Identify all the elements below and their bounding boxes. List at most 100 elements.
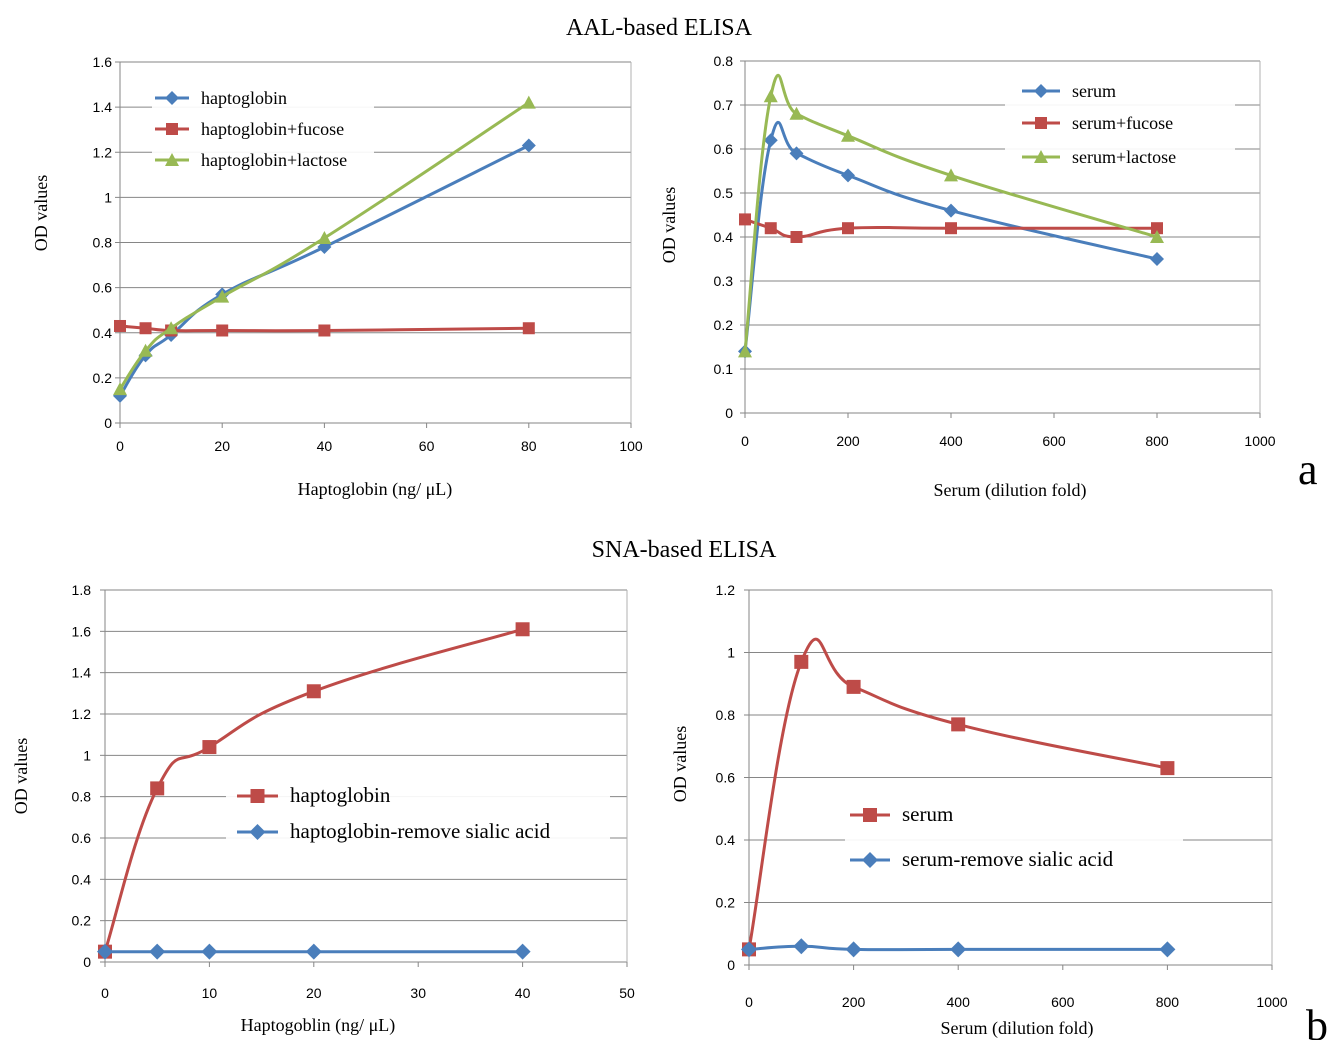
legend-entry: serum-remove sialic acid <box>902 847 1114 871</box>
y-axis-label: OD values <box>659 187 679 263</box>
legend-marker <box>166 123 178 135</box>
legend-marker <box>1034 150 1048 163</box>
data-point <box>515 622 530 637</box>
data-point <box>951 717 966 732</box>
y-tick-label: 0.5 <box>714 185 734 201</box>
y-axis-label: OD values <box>11 738 31 814</box>
data-point <box>944 168 958 182</box>
panel-label-b: b <box>1306 1001 1328 1040</box>
x-tick-label: 1000 <box>1244 433 1275 449</box>
y-tick-label: 1.2 <box>72 706 92 722</box>
data-point <box>97 943 113 960</box>
legend-marker <box>165 153 179 166</box>
legend-entry: serum <box>1072 81 1116 101</box>
y-tick-label: 0.4 <box>72 871 92 887</box>
data-point <box>138 343 153 357</box>
x-tick-label: 100 <box>619 438 643 454</box>
x-tick-label: 200 <box>836 433 860 449</box>
data-point <box>522 322 535 335</box>
data-point <box>202 740 217 755</box>
data-point <box>164 321 179 335</box>
y-tick-label: 0.2 <box>72 913 92 929</box>
chart-sna-haptoglobin: 0 0.2 0.4 0.6 0.8 1 1.2 1.4 1.6 1.8 0 10 20 30 40 50 Hap… <box>11 582 635 1036</box>
y-axis-label: OD values <box>31 175 51 251</box>
y-tick-label: 0 <box>104 415 112 431</box>
y-tick-label: 0.8 <box>716 707 736 723</box>
legend-entry: haptoglobin <box>290 783 391 807</box>
x-tick-label: 0 <box>101 985 109 1001</box>
x-axis-label: Haptoglobin (ng/ μL) <box>298 479 453 500</box>
x-tick-label: 80 <box>521 438 537 454</box>
series-line-haptoglobin <box>118 144 530 397</box>
legend-marker <box>863 808 877 822</box>
x-tick-label: 40 <box>317 438 333 454</box>
data-point <box>113 382 127 396</box>
y-tick-label: 0 <box>727 957 735 973</box>
data-point <box>1150 230 1164 243</box>
data-point <box>305 943 322 960</box>
x-tick-label: 30 <box>410 985 426 1001</box>
x-tick-label: 40 <box>515 985 531 1001</box>
legend-marker <box>1035 117 1047 129</box>
y-tick-label: 1.2 <box>93 144 113 160</box>
legend-entry: serum <box>902 802 953 826</box>
x-tick-label: 0 <box>745 994 753 1010</box>
legend-entry: serum+lactose <box>1072 147 1176 167</box>
y-tick-label: 0.2 <box>93 370 113 386</box>
x-tick-label: 10 <box>202 985 218 1001</box>
y-tick-label: 1 <box>83 747 91 763</box>
data-point <box>842 222 854 235</box>
y-tick-label: 0.1 <box>714 361 734 377</box>
data-point <box>841 128 855 142</box>
x-axis-label: Haptogoblin (ng/ μL) <box>241 1015 396 1036</box>
legend: serum serum-remove sialic acid <box>845 797 1183 875</box>
x-tick-label: 800 <box>1145 433 1169 449</box>
legend: serum serum+fucose serum+lactose <box>1005 80 1235 172</box>
data-point <box>215 289 230 303</box>
legend-entry: serum+fucose <box>1072 113 1173 133</box>
data-point <box>741 941 757 958</box>
legend-marker <box>862 852 878 868</box>
x-tick-label: 600 <box>1051 994 1075 1010</box>
chart-aal-serum: 0 0.1 0.2 0.3 0.4 0.5 0.6 0.7 0.8 0 200 400 600 800 10… <box>659 53 1276 501</box>
data-point <box>763 133 778 148</box>
data-point <box>201 943 218 960</box>
legend-entry: haptoglobin <box>201 88 287 108</box>
data-point <box>150 781 165 796</box>
x-tick-label: 50 <box>619 985 635 1001</box>
y-tick-label: 1.6 <box>72 623 92 639</box>
data-point <box>841 168 855 183</box>
y-tick-label: 0.4 <box>714 229 734 245</box>
y-tick-label: 1.4 <box>72 665 92 681</box>
chart-sna-serum: 0 0.2 0.4 0.6 0.8 1 1.2 0 200 400 600 800 1000 Serum … <box>670 582 1288 1039</box>
y-tick-label: 1.8 <box>72 582 92 598</box>
x-tick-label: 800 <box>1156 994 1180 1010</box>
data-point <box>763 89 778 103</box>
y-tick-label: 0.4 <box>716 832 736 848</box>
data-point <box>950 941 967 958</box>
data-point <box>764 222 777 235</box>
y-tick-label: 0.6 <box>716 770 736 786</box>
data-point <box>945 222 957 235</box>
data-point <box>114 319 126 332</box>
x-tick-label: 20 <box>214 438 230 454</box>
data-point <box>317 230 332 244</box>
legend: haptoglobin haptoglobin+fucose haptoglobin… <box>152 88 374 180</box>
x-tick-label: 200 <box>842 994 866 1010</box>
data-point <box>794 654 809 669</box>
legend-marker <box>1034 84 1048 98</box>
figure-title-aal: AAL-based ELISA <box>566 15 753 41</box>
data-point <box>1160 761 1175 776</box>
data-point <box>1151 222 1163 235</box>
data-point <box>846 679 861 694</box>
x-tick-label: 0 <box>741 433 749 449</box>
chart-aal-haptoglobin: 0 0.2 0.4 0.6 0.8 1 1.2 1.4 1.6 0 20 40 60 80 100 Hapto… <box>31 54 643 500</box>
data-point <box>789 146 804 161</box>
x-axis-label: Serum (dilution fold) <box>934 480 1087 501</box>
y-tick-label: 0 <box>83 954 91 970</box>
data-point <box>793 938 810 955</box>
series-line-serum <box>743 120 1158 352</box>
y-tick-label: 0.7 <box>714 97 734 113</box>
y-tick-label: 0 <box>725 405 733 421</box>
